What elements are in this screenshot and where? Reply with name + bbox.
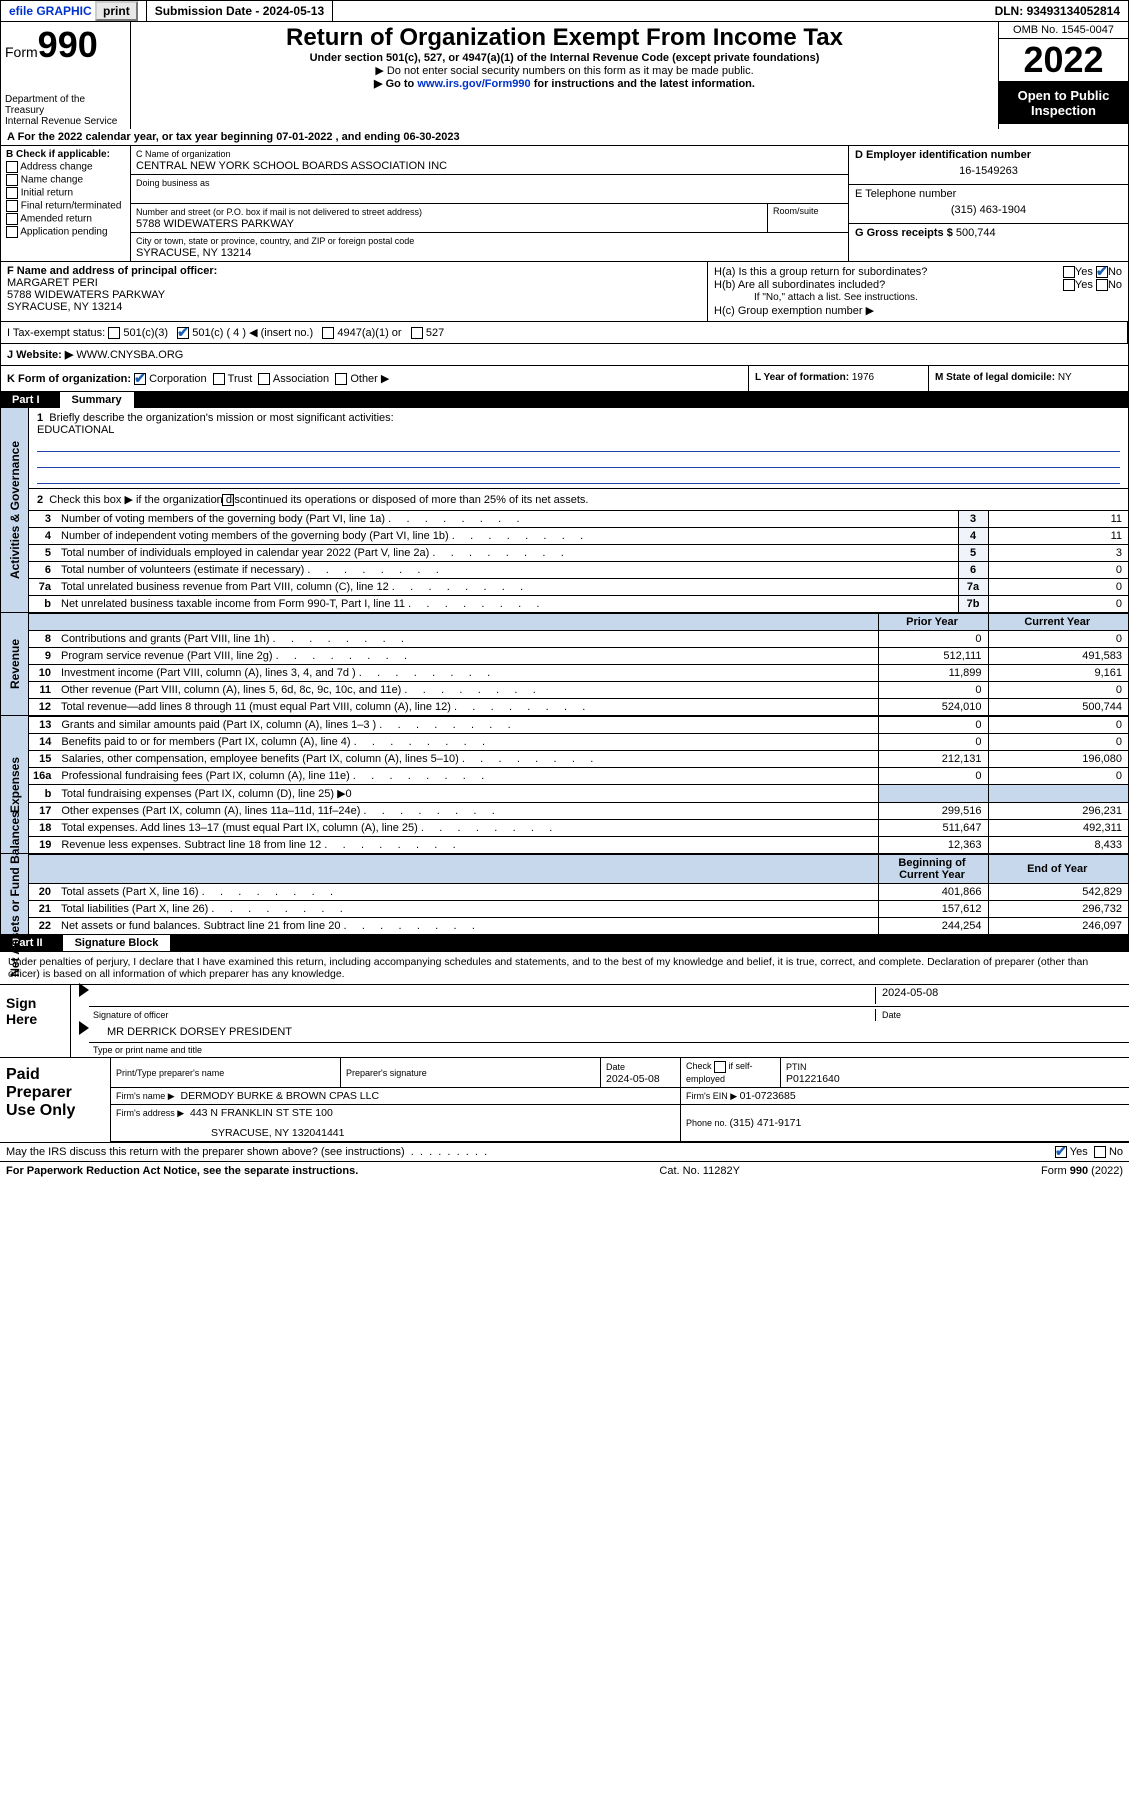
cb-name-change[interactable]: Name change [6, 174, 125, 186]
cb-address-change[interactable]: Address change [6, 161, 125, 173]
row-j-website: J Website: ▶ WWW.CNYSBA.ORG [0, 344, 1129, 366]
print-button[interactable]: print [95, 1, 138, 21]
subtitle-1: Under section 501(c), 527, or 4947(a)(1)… [137, 52, 992, 64]
footer-row: For Paperwork Reduction Act Notice, see … [0, 1161, 1129, 1180]
sign-date: 2024-05-08 [882, 987, 938, 999]
col-d-e-g: D Employer identification number16-15492… [848, 146, 1128, 261]
table-ag: 3Number of voting members of the governi… [29, 510, 1128, 612]
col-f-officer: F Name and address of principal officer:… [1, 262, 708, 321]
gross-receipts: 500,744 [956, 227, 996, 239]
arrow-icon [79, 983, 89, 997]
form-header: Form990 Department of the Treasury Inter… [0, 22, 1129, 129]
irs-link[interactable]: www.irs.gov/Form990 [417, 78, 530, 90]
efile-link[interactable]: efile GRAPHIC print [1, 1, 147, 21]
part-i-header: Part I Summary [0, 392, 1129, 408]
block-b-c-d: B Check if applicable: Address change Na… [0, 146, 1129, 262]
mission-block: 1 Briefly describe the organization's mi… [29, 408, 1128, 488]
col-c-org-info: C Name of organization CENTRAL NEW YORK … [131, 146, 848, 261]
subtitle-2: ▶ Do not enter social security numbers o… [137, 64, 992, 77]
side-label-rev: Revenue [8, 639, 22, 689]
cb-final-return[interactable]: Final return/terminated [6, 200, 125, 212]
row-k-l-m: K Form of organization: Corporation Trus… [0, 366, 1129, 392]
form-title: Return of Organization Exempt From Incom… [137, 24, 992, 52]
paid-preparer-block: Paid Preparer Use Only Print/Type prepar… [0, 1057, 1129, 1143]
table-expenses: 13Grants and similar amounts paid (Part … [29, 716, 1128, 853]
discuss-row: May the IRS discuss this return with the… [0, 1143, 1129, 1161]
top-bar: efile GRAPHIC print Submission Date - 20… [0, 0, 1129, 22]
side-label-net: Net Assets or Fund Balances [8, 812, 22, 978]
cb-initial-return[interactable]: Initial return [6, 187, 125, 199]
subtitle-3: ▶ Go to www.irs.gov/Form990 for instruct… [137, 77, 992, 90]
cb-application-pending[interactable]: Application pending [6, 226, 125, 238]
row-i: I Tax-exempt status: 501(c)(3) 501(c) ( … [0, 322, 1129, 344]
website-url: WWW.CNYSBA.ORG [76, 349, 183, 361]
signature-declaration: Under penalties of perjury, I declare th… [0, 951, 1129, 984]
col-b-checkboxes: B Check if applicable: Address change Na… [1, 146, 131, 261]
dept-treasury: Department of the Treasury [5, 94, 126, 116]
row-a-tax-year: A For the 2022 calendar year, or tax yea… [0, 129, 1129, 146]
col-h-group: H(a) Is this a group return for subordin… [708, 262, 1128, 321]
telephone: (315) 463-1904 [855, 200, 1122, 220]
org-address: 5788 WIDEWATERS PARKWAY [136, 218, 294, 230]
org-name: CENTRAL NEW YORK SCHOOL BOARDS ASSOCIATI… [136, 160, 447, 172]
submission-date: Submission Date - 2024-05-13 [147, 1, 333, 21]
firm-name: DERMODY BURKE & BROWN CPAS LLC [181, 1090, 380, 1102]
table-net-assets: Beginning of Current YearEnd of Year20To… [29, 854, 1128, 934]
part-ii-header: Part II Signature Block [0, 935, 1129, 951]
arrow-icon [79, 1021, 89, 1035]
open-public: Open to Public Inspection [999, 82, 1128, 124]
block-f-h: F Name and address of principal officer:… [0, 262, 1129, 322]
irs-label: Internal Revenue Service [5, 116, 126, 127]
table-revenue: Prior YearCurrent Year8Contributions and… [29, 613, 1128, 715]
section-activities-governance: Activities & Governance 1 Briefly descri… [0, 408, 1129, 613]
side-label-ag: Activities & Governance [8, 441, 22, 579]
side-label-exp: Expenses [8, 757, 22, 813]
section-revenue: Revenue Prior YearCurrent Year8Contribut… [0, 613, 1129, 716]
sign-here-block: Sign Here 2024-05-08 Signature of office… [0, 984, 1129, 1057]
ein-value: 16-1549263 [855, 161, 1122, 181]
tax-year: 2022 [999, 39, 1128, 82]
section-expenses: Expenses 13Grants and similar amounts pa… [0, 716, 1129, 854]
cb-amended-return[interactable]: Amended return [6, 213, 125, 225]
dln: DLN: 93493134052814 [987, 1, 1128, 21]
mission-text: EDUCATIONAL [37, 424, 114, 436]
org-city: SYRACUSE, NY 13214 [136, 247, 251, 259]
section-net-assets: Net Assets or Fund Balances Beginning of… [0, 854, 1129, 935]
omb-number: OMB No. 1545-0047 [999, 22, 1128, 39]
form-number: Form990 [5, 24, 126, 66]
officer-name: MR DERRICK DORSEY PRESIDENT [107, 1026, 292, 1038]
